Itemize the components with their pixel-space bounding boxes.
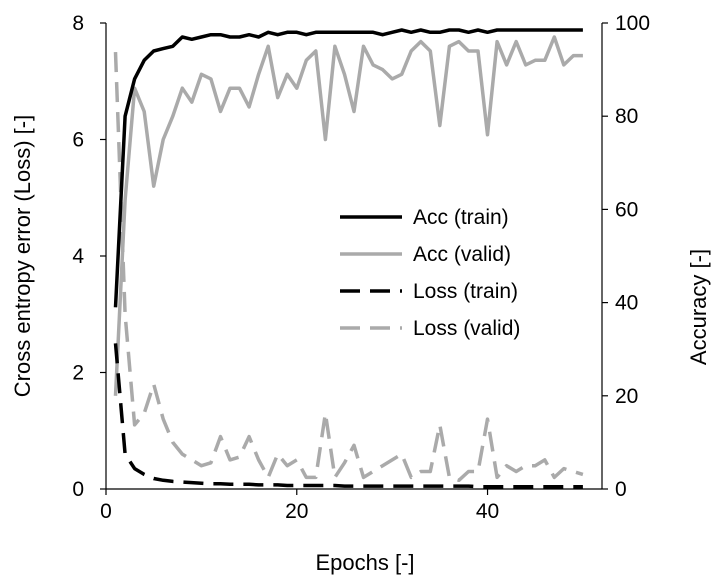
y-right-tick-label: 60 [615,198,638,221]
y-right-tick-label: 20 [615,385,638,408]
legend-label: Loss (valid) [413,317,520,340]
y-axis-left-title: Cross entropy error (Loss) [-] [10,115,35,397]
series-line-loss-train [113,343,583,489]
series-line-acc-valid [113,35,583,396]
y-right-tick-label: 80 [615,105,638,128]
legend-box [310,200,562,344]
y-left-tick-label: 6 [72,129,84,152]
y-left-tick-label: 4 [72,245,84,268]
y-axis-right-title: Accuracy [-] [686,249,711,365]
x-tick-label: 0 [100,500,112,523]
x-tick-label: 40 [476,500,499,523]
legend-label: Acc (train) [413,206,509,229]
y-left-tick-label: 2 [72,362,84,385]
x-axis-title: Epochs [-] [315,550,414,575]
legend-label: Loss (train) [413,280,518,303]
y-right-tick-label: 0 [615,478,627,501]
series-layer [113,28,584,489]
legend: Acc (train) Acc (valid) Loss (train) Loss (… [310,200,562,344]
legend-label: Acc (valid) [413,243,511,266]
x-tick-label: 20 [285,500,308,523]
y-left-tick-label: 8 [72,12,84,35]
y-right-tick-label: 40 [615,292,638,315]
y-right-tick-label: 100 [615,12,650,35]
series-line-acc-train [113,28,583,308]
y-left-tick-label: 0 [72,478,84,501]
